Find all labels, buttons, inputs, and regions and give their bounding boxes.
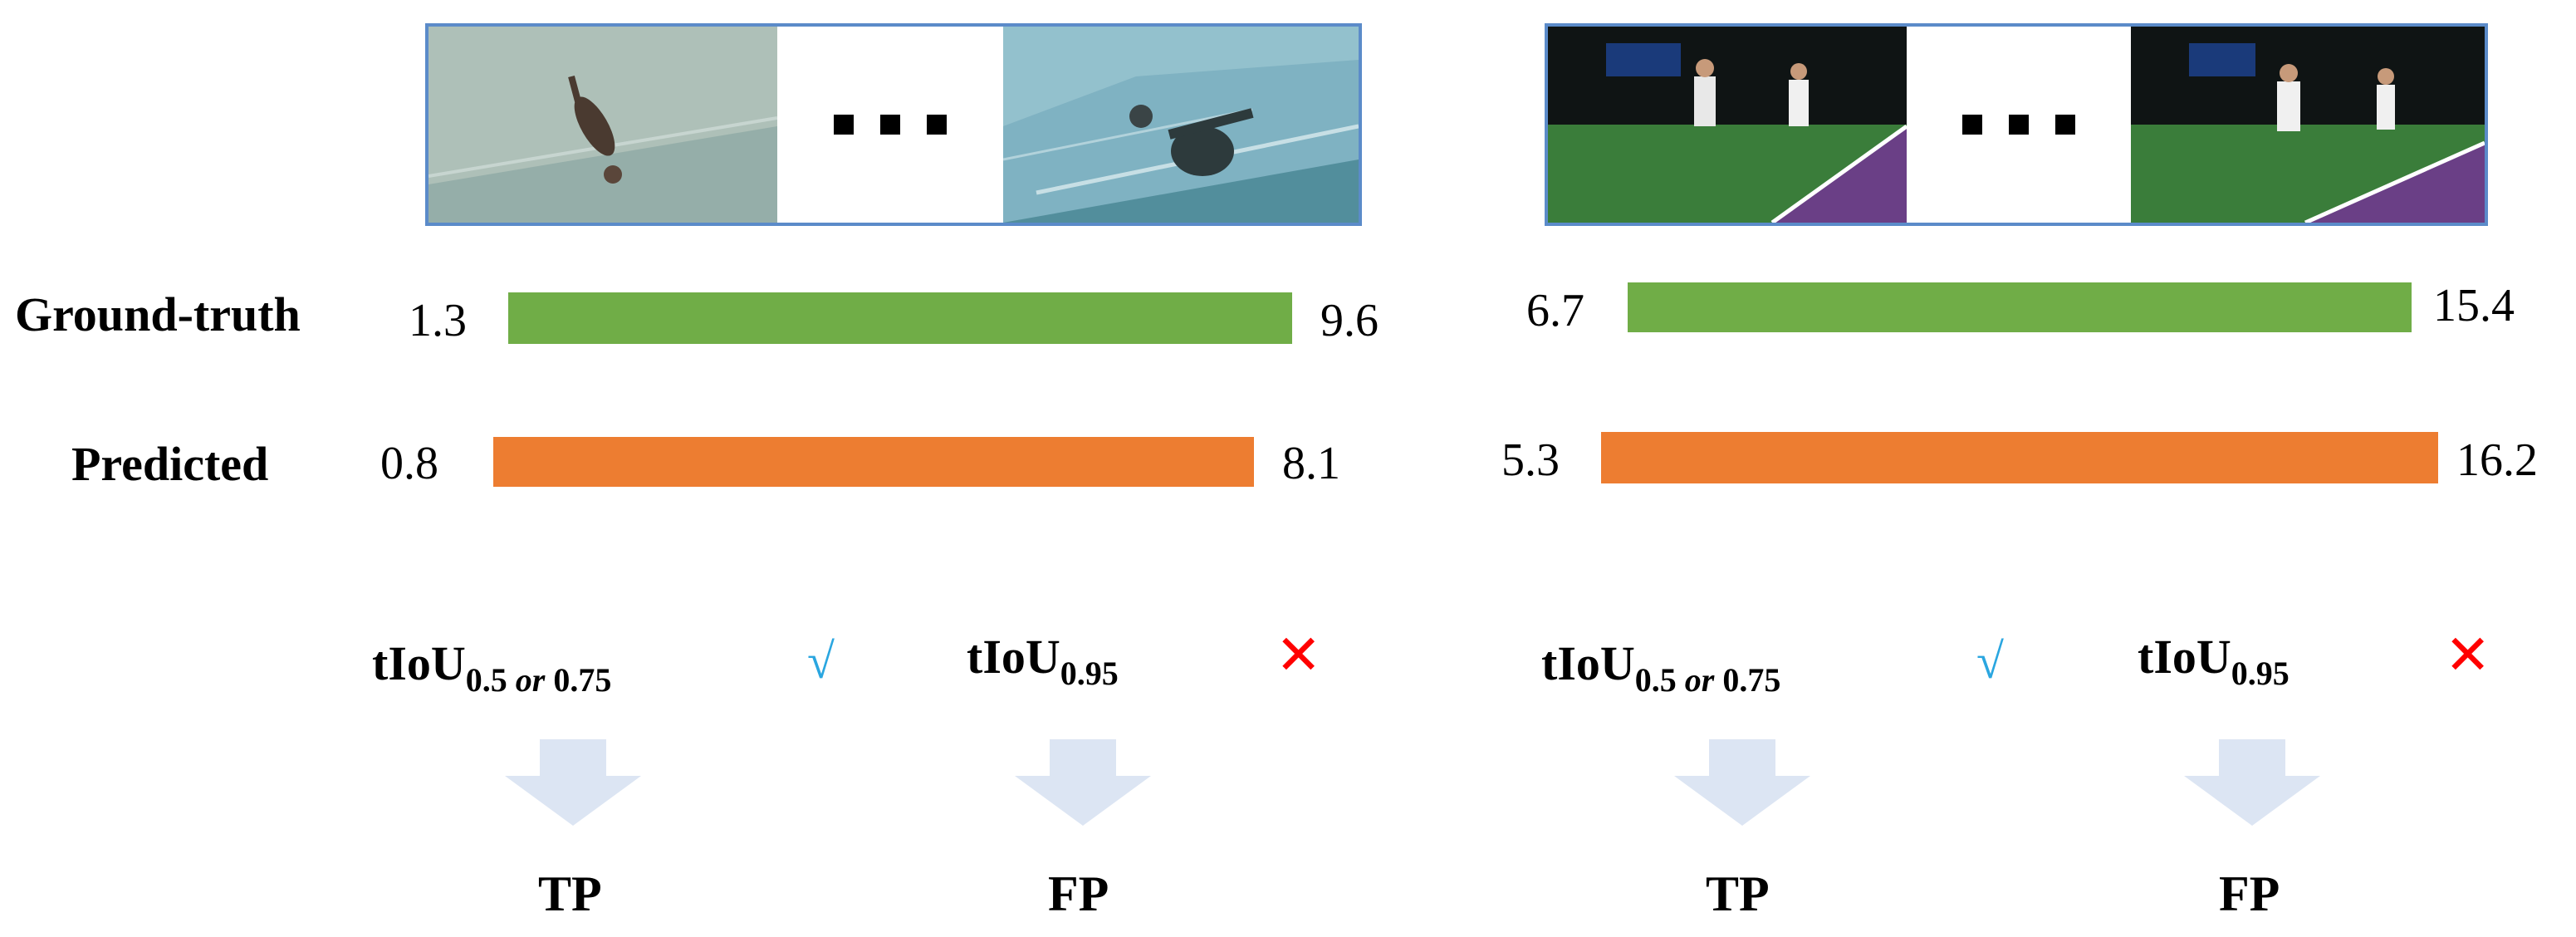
ground-truth-bar-left: [508, 292, 1292, 344]
predicted-bar-left: [493, 437, 1254, 487]
metric-base: tIoU: [1541, 636, 1635, 690]
tennis-frame-gap: [1907, 27, 2131, 223]
gt-start-value-left: 1.3: [409, 295, 467, 346]
tennis-frame-start: [1548, 27, 1907, 223]
diving-frame-start: [429, 27, 777, 223]
metric-base: tIoU: [372, 636, 466, 690]
predicted-label: Predicted: [71, 437, 269, 491]
ground-truth-bar-right: [1628, 282, 2412, 332]
verdict-strict-right: FP: [2219, 866, 2280, 921]
threshold: 0.95: [2231, 655, 2290, 692]
down-arrow-icon: [1674, 739, 1810, 826]
threshold-a: 0.5: [465, 661, 507, 699]
check-icon: √: [807, 634, 835, 689]
threshold: 0.95: [1060, 655, 1119, 692]
down-arrow-icon: [2184, 739, 2320, 826]
gt-end-value-left: 9.6: [1320, 295, 1379, 346]
ellipsis-dot: [2009, 115, 2029, 135]
verdict-loose-right: TP: [1706, 866, 1770, 921]
threshold-b: 0.75: [1722, 661, 1781, 699]
verdict-loose-left: TP: [538, 866, 602, 921]
down-arrow-icon: [505, 739, 641, 826]
down-arrow-icon: [1015, 739, 1151, 826]
threshold-a: 0.5: [1634, 661, 1677, 699]
ellipsis-dot: [2055, 115, 2075, 135]
pred-end-value-left: 8.1: [1282, 438, 1340, 489]
video-strip-tennis: [1545, 23, 2488, 226]
verdict-strict-left: FP: [1048, 866, 1109, 921]
metric-strict-right: tIoU0.95: [2138, 633, 2290, 690]
pred-start-value-right: 5.3: [1501, 434, 1560, 486]
metric-base: tIoU: [967, 630, 1060, 684]
video-strip-diving: [425, 23, 1362, 226]
threshold-b: 0.75: [553, 661, 612, 699]
cross-icon: ✕: [1276, 623, 1322, 687]
pred-start-value-left: 0.8: [380, 438, 438, 489]
tennis-frame-end: [2131, 27, 2485, 223]
predicted-bar-right: [1601, 432, 2438, 483]
ellipsis-dot: [834, 115, 854, 135]
check-icon: √: [1976, 634, 2004, 689]
gt-start-value-right: 6.7: [1526, 285, 1584, 336]
ellipsis-dot: [927, 115, 947, 135]
threshold-or: or: [1684, 661, 1715, 699]
metric-loose-right: tIoU0.5 or 0.75: [1541, 640, 1780, 697]
ground-truth-label: Ground-truth: [15, 287, 301, 341]
ellipsis-dot: [880, 115, 900, 135]
cross-icon: ✕: [2445, 623, 2491, 687]
metric-threshold: 0.5 or 0.75: [1635, 661, 1781, 699]
pred-end-value-right: 16.2: [2456, 434, 2538, 486]
gt-end-value-right: 15.4: [2433, 280, 2515, 331]
metric-strict-left: tIoU0.95: [967, 633, 1119, 690]
ellipsis-dot: [1962, 115, 1982, 135]
metric-loose-left: tIoU0.5 or 0.75: [372, 640, 611, 697]
threshold-or: or: [515, 661, 546, 699]
diving-frame-end: [1003, 27, 1359, 223]
diving-frame-gap: [777, 27, 1003, 223]
metric-base: tIoU: [2138, 630, 2231, 684]
metric-threshold: 0.5 or 0.75: [466, 661, 612, 699]
